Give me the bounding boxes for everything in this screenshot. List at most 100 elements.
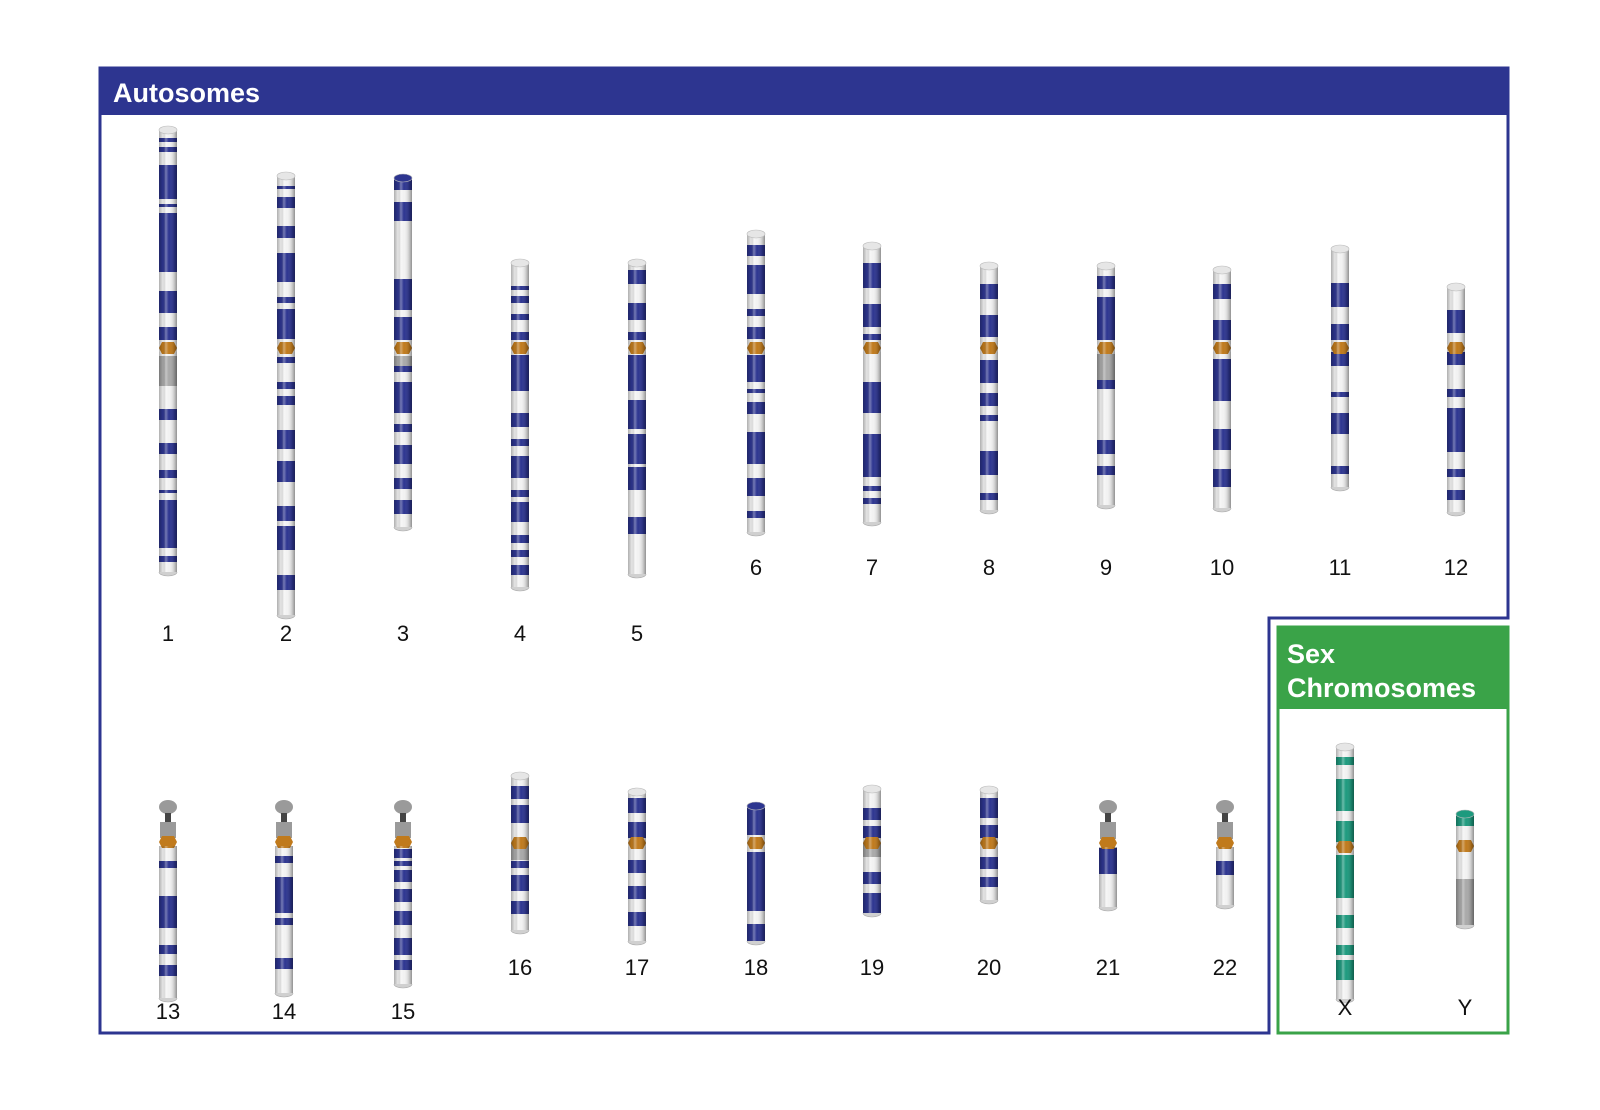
chromosome-label: 3 bbox=[397, 621, 409, 646]
cylinder-shading bbox=[747, 806, 765, 941]
centromere bbox=[159, 836, 177, 848]
top-cap bbox=[627, 787, 647, 797]
centromere bbox=[1216, 837, 1234, 849]
cylinder-shading bbox=[1331, 249, 1349, 487]
autosomes-header bbox=[100, 68, 1508, 115]
cylinder-shading bbox=[628, 263, 646, 574]
bottom-cap bbox=[1212, 507, 1232, 513]
chromosome-21: 21 bbox=[1096, 800, 1120, 980]
chromosome-8: 8 bbox=[979, 261, 999, 580]
sex-chromosomes-panel: Sex Chromosomes bbox=[1276, 625, 1510, 1035]
cylinder-shading bbox=[1447, 287, 1465, 512]
top-cap bbox=[1330, 244, 1350, 254]
chromosome-label: 13 bbox=[156, 999, 180, 1024]
top-cap bbox=[393, 173, 413, 183]
centromere bbox=[275, 836, 293, 848]
top-cap bbox=[1446, 282, 1466, 292]
centromere bbox=[1099, 837, 1117, 849]
chromosome-9: 9 bbox=[1096, 261, 1116, 580]
satellite-knob bbox=[1216, 800, 1234, 814]
top-cap bbox=[746, 801, 766, 811]
chromosome-16: 16 bbox=[508, 771, 532, 980]
satellite-stalk bbox=[281, 813, 287, 822]
top-cap bbox=[1096, 261, 1116, 271]
chromosome-x: X bbox=[1335, 742, 1355, 1020]
cylinder-shading bbox=[394, 178, 412, 527]
bottom-cap bbox=[1455, 924, 1475, 930]
cylinder-shading bbox=[1336, 747, 1354, 999]
cylinder-shading bbox=[1097, 266, 1115, 505]
top-cap bbox=[862, 241, 882, 251]
chromosome-6: 6 bbox=[746, 229, 766, 580]
satellite-stalk bbox=[165, 813, 171, 822]
chromosome-label: 14 bbox=[272, 999, 296, 1024]
bottom-cap bbox=[627, 940, 647, 946]
cylinder-shading bbox=[394, 846, 412, 984]
chromosome-14: 14 bbox=[272, 800, 296, 1024]
bottom-cap bbox=[1446, 511, 1466, 517]
chromosome-label: 8 bbox=[983, 555, 995, 580]
top-cap bbox=[158, 125, 178, 135]
bottom-cap bbox=[393, 526, 413, 532]
chromosome-label: 4 bbox=[514, 621, 526, 646]
cylinder-shading bbox=[747, 234, 765, 532]
chromosome-label: 2 bbox=[280, 621, 292, 646]
bottom-cap bbox=[1215, 904, 1235, 910]
cylinder-shading bbox=[863, 246, 881, 522]
chromosome-label: 22 bbox=[1213, 955, 1237, 980]
cylinder-shading bbox=[159, 846, 177, 998]
cylinder-shading bbox=[1213, 270, 1231, 508]
chromosome-3: 3 bbox=[393, 173, 413, 646]
bottom-cap bbox=[274, 992, 294, 998]
cylinder-shading bbox=[275, 846, 293, 993]
cylinder-shading bbox=[980, 266, 998, 510]
satellite-knob bbox=[159, 800, 177, 814]
bottom-cap bbox=[862, 521, 882, 527]
bottom-cap bbox=[746, 531, 766, 537]
short-arm bbox=[1100, 822, 1116, 839]
chromosome-label: 12 bbox=[1444, 555, 1468, 580]
bottom-cap bbox=[746, 940, 766, 946]
top-cap bbox=[1455, 809, 1475, 819]
bottom-cap bbox=[510, 586, 530, 592]
top-cap bbox=[276, 171, 296, 181]
chromosome-15: 15 bbox=[391, 800, 415, 1024]
cylinder-shading bbox=[1099, 847, 1117, 907]
chromosome-4: 4 bbox=[510, 258, 530, 646]
chromosome-5: 5 bbox=[627, 258, 647, 646]
chromosome-label: 15 bbox=[391, 999, 415, 1024]
bottom-cap bbox=[1335, 998, 1355, 1004]
chromosome-label: 7 bbox=[866, 555, 878, 580]
sex-chromosomes-title-line1: Sex bbox=[1287, 639, 1335, 669]
satellite-stalk bbox=[1222, 813, 1228, 822]
bottom-cap bbox=[979, 509, 999, 515]
chromosome-2: 2 bbox=[276, 171, 296, 646]
sex-chromosomes-title-line2: Chromosomes bbox=[1287, 673, 1476, 703]
cylinder-shading bbox=[980, 790, 998, 900]
satellite-knob bbox=[394, 800, 412, 814]
chromosome-label: Y bbox=[1458, 995, 1473, 1020]
chromosome-label: 5 bbox=[631, 621, 643, 646]
bottom-cap bbox=[158, 571, 178, 577]
bottom-cap bbox=[862, 912, 882, 918]
short-arm bbox=[160, 822, 176, 838]
top-cap bbox=[510, 258, 530, 268]
bottom-cap bbox=[1330, 486, 1350, 492]
chromosome-10: 10 bbox=[1210, 265, 1234, 580]
satellite-knob bbox=[1099, 800, 1117, 814]
top-cap bbox=[862, 784, 882, 794]
chromosome-label: 6 bbox=[750, 555, 762, 580]
satellite-stalk bbox=[1105, 813, 1111, 822]
chromosome-20: 20 bbox=[977, 785, 1001, 980]
autosomes-panel: Autosomes bbox=[98, 66, 1510, 1035]
bottom-cap bbox=[627, 573, 647, 579]
bottom-cap bbox=[510, 929, 530, 935]
bottom-cap bbox=[1096, 504, 1116, 510]
cylinder-shading bbox=[159, 130, 177, 572]
chromosome-label: 18 bbox=[744, 955, 768, 980]
cylinder-shading bbox=[511, 263, 529, 587]
chromosome-label: 1 bbox=[162, 621, 174, 646]
satellite-stalk bbox=[400, 813, 406, 822]
